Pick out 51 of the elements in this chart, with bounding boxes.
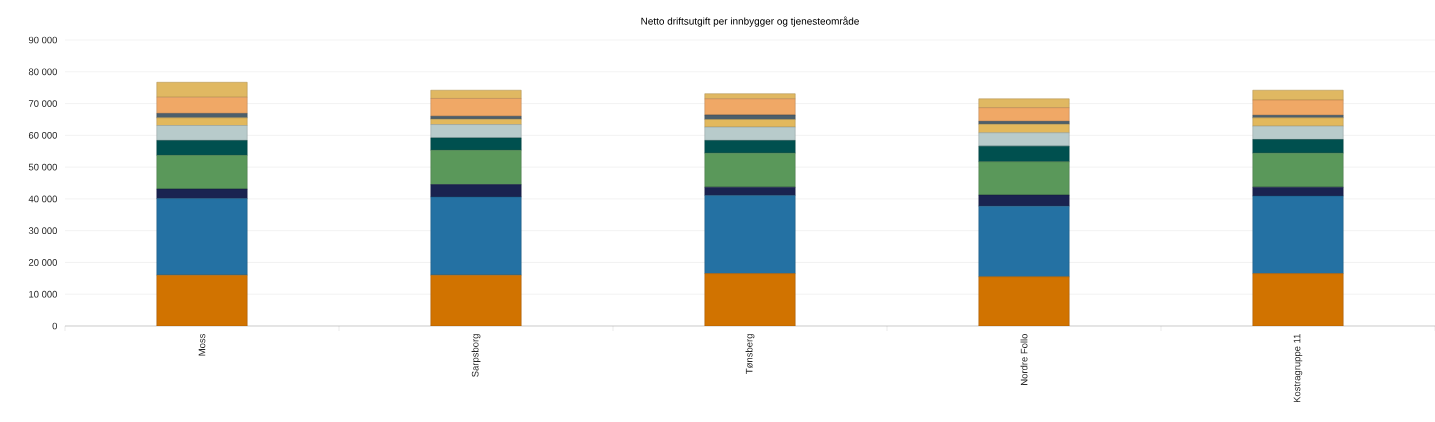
bar	[704, 140, 796, 154]
bar	[156, 125, 248, 141]
chart-title: Netto driftsutgift per innbygger og tjenesteområde	[641, 16, 859, 27]
y-tick-label: 50 000	[28, 163, 58, 171]
y-tick-label: 70 000	[28, 100, 58, 107]
y-tick-label: 20 000	[28, 259, 58, 266]
bar	[978, 276, 1070, 326]
bar	[156, 140, 248, 156]
bar	[430, 274, 522, 326]
x-tick-label: Sarpsborg	[471, 334, 481, 377]
bar	[430, 184, 522, 198]
x-tick-label: Tønsberg	[745, 334, 755, 374]
bar	[1252, 139, 1344, 154]
bar	[978, 145, 1070, 162]
bar	[156, 117, 248, 126]
bar	[704, 195, 796, 274]
x-tick-label: Kostragruppe 11	[1293, 334, 1303, 403]
bar	[1252, 186, 1344, 197]
bar	[704, 152, 796, 188]
bar	[1252, 273, 1344, 326]
y-tick-label: 90 000	[28, 36, 58, 44]
bar	[978, 121, 1070, 125]
bar	[704, 126, 796, 141]
y-tick-label: 40 000	[28, 195, 58, 203]
y-tick-label: 80 000	[28, 68, 58, 76]
bar	[1252, 152, 1344, 188]
bar	[704, 114, 796, 120]
bar	[1252, 117, 1344, 127]
x-tick-label: Moss	[198, 333, 206, 356]
bar	[978, 132, 1070, 147]
bar	[156, 188, 248, 199]
bar	[430, 124, 522, 139]
bar	[430, 118, 522, 125]
bar	[430, 150, 522, 185]
y-tick-label: 10 000	[29, 290, 58, 298]
bar	[1252, 125, 1344, 140]
bar	[978, 205, 1070, 277]
bar	[430, 196, 522, 276]
bar	[156, 155, 248, 190]
y-tick-label: 60 000	[28, 131, 58, 139]
bar	[704, 186, 796, 196]
y-tick-label: 0	[52, 322, 58, 330]
y-tick-label: 30 000	[28, 227, 58, 235]
bar	[1252, 195, 1344, 274]
bar	[156, 198, 248, 276]
bar	[978, 194, 1070, 207]
bar	[156, 274, 248, 326]
bar	[704, 273, 796, 326]
x-tick-label: Nordre Follo	[1020, 334, 1028, 385]
bar	[978, 161, 1070, 196]
bar	[430, 137, 522, 151]
